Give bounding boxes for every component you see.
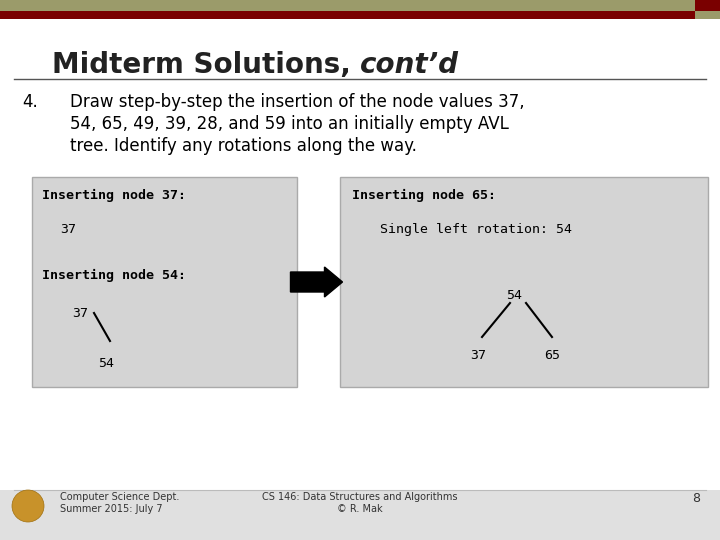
Bar [695,11,720,19]
Text: cont’d: cont’d [360,51,459,79]
Text: 4.: 4. [22,93,38,111]
FancyArrow shape [290,267,343,297]
Text: tree. Identify any rotations along the way.: tree. Identify any rotations along the w… [70,137,417,155]
Text: 8: 8 [692,492,700,505]
Bar [0,19,720,490]
Text: Single left rotation: 54: Single left rotation: 54 [380,223,572,236]
Text: 65: 65 [544,349,560,362]
Text: Inserting node 54:: Inserting node 54: [42,269,186,282]
Bar [32,177,297,387]
Bar [0,11,695,19]
Text: 54: 54 [98,357,114,370]
Text: Inserting node 65:: Inserting node 65: [352,189,496,202]
Bar [695,0,720,11]
Text: Inserting node 37:: Inserting node 37: [42,189,186,202]
Circle shape [12,490,44,522]
Text: Computer Science Dept.: Computer Science Dept. [60,492,179,502]
Text: 54, 65, 49, 39, 28, and 59 into an initially empty AVL: 54, 65, 49, 39, 28, and 59 into an initi… [70,115,509,133]
Bar [340,177,708,387]
Text: Draw step-by-step the insertion of the node values 37,: Draw step-by-step the insertion of the n… [70,93,525,111]
Bar [0,0,695,11]
Text: Summer 2015: July 7: Summer 2015: July 7 [60,504,163,514]
Text: 37: 37 [72,307,88,320]
Text: 54: 54 [506,289,522,302]
Text: Midterm Solutions,: Midterm Solutions, [52,51,360,79]
Text: © R. Mak: © R. Mak [337,504,383,514]
Text: 37: 37 [470,349,486,362]
Text: CS 146: Data Structures and Algorithms: CS 146: Data Structures and Algorithms [262,492,458,502]
Text: 37: 37 [60,223,76,236]
